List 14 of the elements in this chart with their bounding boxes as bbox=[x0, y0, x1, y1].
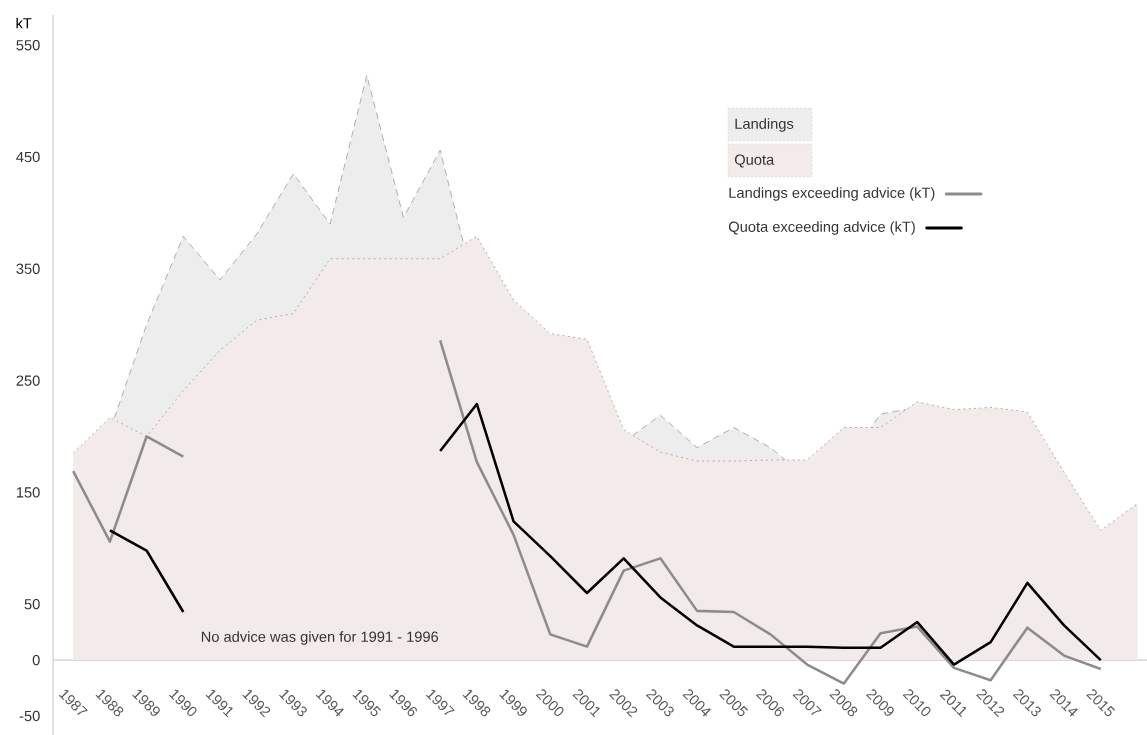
y-tick-label: 0 bbox=[32, 654, 40, 666]
text: Landings bbox=[735, 118, 794, 132]
y-tick-label: 350 bbox=[16, 263, 40, 274]
y-tick-label: 450 bbox=[16, 151, 40, 163]
legend-label: Landings exceeding advice (kT) bbox=[729, 187, 935, 201]
y-axis-title: kT bbox=[16, 17, 32, 29]
y-tick-label: 150 bbox=[16, 487, 40, 498]
text: Quota bbox=[734, 154, 775, 168]
y-tick-label: -50 bbox=[19, 710, 40, 722]
y-tick-label: 250 bbox=[16, 375, 40, 386]
y-tick-label: 550 bbox=[16, 40, 40, 51]
legend-label: Quota exceeding advice (kT) bbox=[728, 221, 915, 235]
annotation: No advice was given for 1991 - 1996 bbox=[201, 631, 439, 645]
y-tick-label: 50 bbox=[24, 599, 40, 610]
